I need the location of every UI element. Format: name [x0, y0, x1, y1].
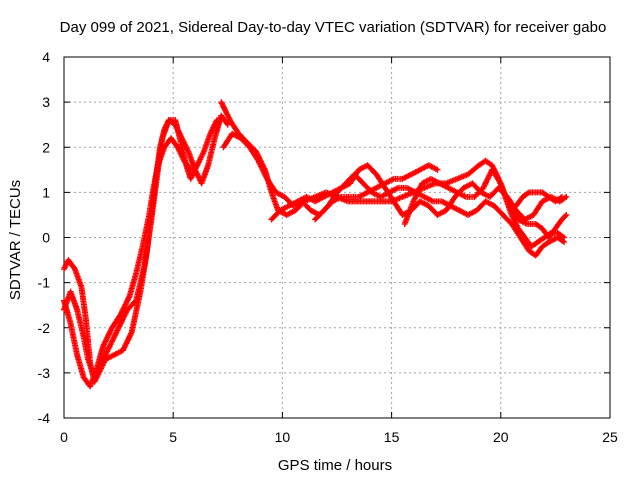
x-tick-label: 10: [275, 429, 291, 445]
series-track-8: [401, 166, 570, 241]
data-point: [563, 211, 570, 218]
data-point: [557, 194, 564, 201]
data-point: [561, 239, 568, 246]
data-point: [434, 166, 441, 173]
y-tick-label: -2: [38, 320, 51, 336]
y-tick-label: -1: [38, 275, 51, 291]
y-tick-label: 1: [42, 184, 50, 200]
y-tick-label: 2: [42, 139, 50, 155]
series-track-1: [61, 135, 194, 390]
data-point: [559, 238, 566, 245]
x-tick-label: 0: [60, 429, 68, 445]
x-tick-label: 15: [384, 429, 400, 445]
data-points: [61, 99, 570, 390]
x-axis-label: GPS time / hours: [278, 457, 392, 474]
series-track-9: [513, 189, 565, 209]
x-tick-label: 20: [493, 429, 509, 445]
y-axis-ticks: -4 -3 -2 -1 0 1 2 3 4: [38, 49, 610, 426]
y-tick-label: 3: [42, 94, 50, 110]
y-tick-label: -4: [38, 410, 51, 426]
chart-title: Day 099 of 2021, Sidereal Day-to-day VTE…: [60, 19, 607, 36]
y-tick-label: -3: [38, 365, 51, 381]
data-point: [213, 117, 220, 124]
x-tick-label: 5: [169, 429, 177, 445]
data-point: [558, 193, 565, 200]
series-track-7: [312, 162, 441, 223]
y-tick-label: 4: [42, 49, 50, 65]
series-track-3: [61, 117, 220, 381]
x-axis-ticks: 0 5 10 15 20 25: [60, 57, 618, 445]
data-point: [562, 213, 569, 220]
data-point: [524, 190, 531, 197]
x-tick-label: 25: [602, 429, 618, 445]
y-axis-label: SDTVAR / TECUs: [7, 180, 24, 300]
y-tick-label: 0: [42, 230, 50, 246]
